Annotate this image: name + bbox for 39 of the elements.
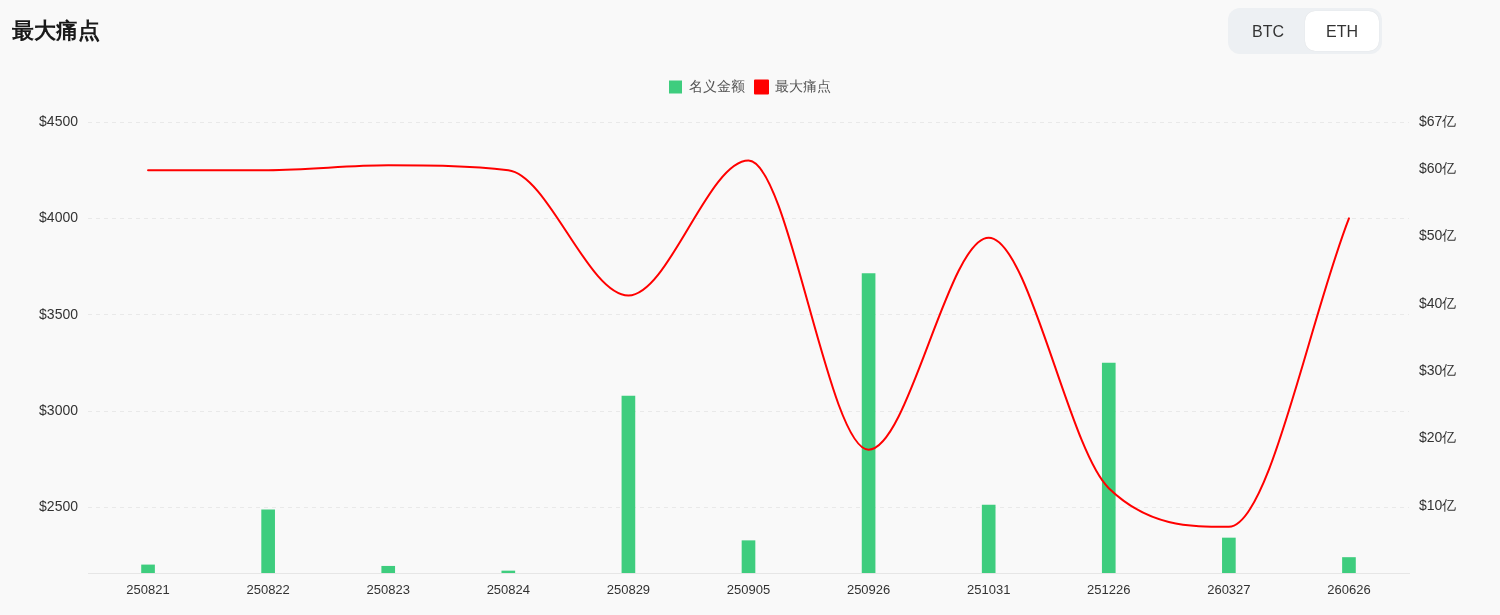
x-tick-label: 250829 <box>606 582 651 598</box>
y2-tick-label: $67亿 <box>1419 112 1457 129</box>
bar <box>141 564 155 573</box>
x-tick-label: 250824 <box>486 582 531 598</box>
y-tick-label: $4000 <box>39 209 79 226</box>
y-tick-label: $3500 <box>39 305 79 322</box>
x-tick-label: 260626 <box>1327 582 1371 598</box>
y2-tick-label: $60亿 <box>1419 159 1457 176</box>
toggle-option: BTC <box>1231 11 1305 51</box>
x-tick-label: 250823 <box>366 582 410 598</box>
y2-tick-label: $30亿 <box>1419 361 1457 378</box>
x-tick-label: 250822 <box>246 582 290 598</box>
x-tick-label: 250821 <box>126 582 170 598</box>
y-tick-label: $2500 <box>39 498 79 515</box>
x-tick-label: 250926 <box>846 582 891 598</box>
y2-tick-label: $40亿 <box>1419 294 1457 311</box>
bar <box>1342 557 1356 573</box>
bar <box>741 540 756 573</box>
y-tick-label: $4500 <box>39 112 79 129</box>
y2-tick-label: $20亿 <box>1419 429 1457 446</box>
selected-toggle-option: ETH <box>1305 11 1379 51</box>
bar <box>621 395 636 573</box>
x-tick-label: 260327 <box>1207 582 1251 598</box>
chart-title: 最大痛点 <box>12 17 100 45</box>
legend-label: 最大痛点 <box>775 77 831 94</box>
x-tick-label: 251226 <box>1087 582 1131 598</box>
bar <box>1101 362 1116 573</box>
y2-tick-label: $10亿 <box>1419 496 1457 513</box>
bar <box>1222 537 1236 573</box>
line-series <box>147 159 1350 528</box>
y2-tick-label: $50亿 <box>1419 227 1457 244</box>
bar <box>861 273 876 573</box>
x-tick-label: 251031 <box>966 582 1011 598</box>
x-tick-label: 250905 <box>726 582 771 598</box>
y-tick-label: $3000 <box>39 401 79 418</box>
bar <box>981 504 996 573</box>
bar <box>261 509 275 573</box>
legend-label: 名义金额 <box>689 77 745 94</box>
bar <box>381 565 396 573</box>
